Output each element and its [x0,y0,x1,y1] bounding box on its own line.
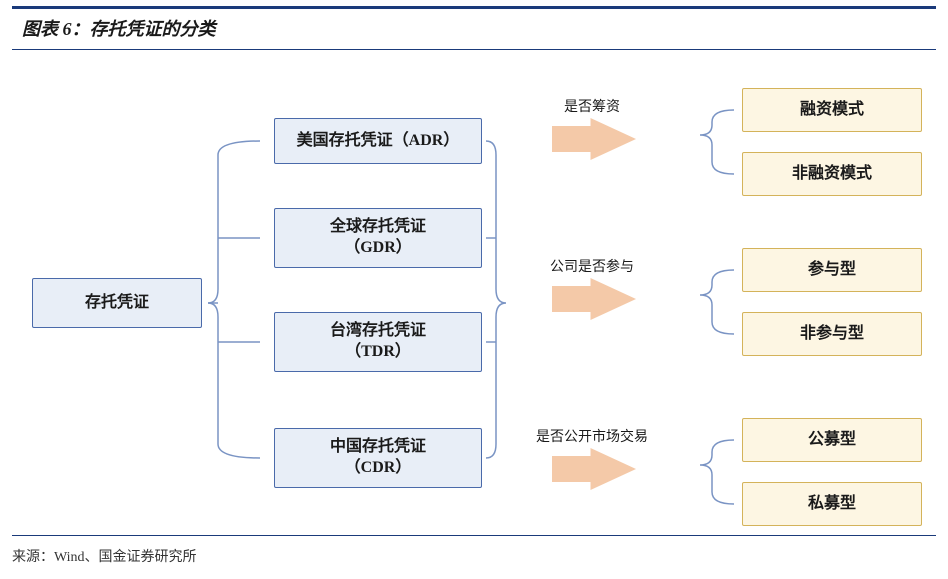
branch-label: 是否公开市场交易 [522,426,662,446]
diagram-node: 融资模式 [742,88,922,132]
chart-title-bar: 图表 6：存托凭证的分类 [12,6,936,50]
diagram-node: 美国存托凭证（ADR） [274,118,482,164]
diagram-node: 非参与型 [742,312,922,356]
branch-label: 是否筹资 [522,96,662,116]
diagram-node: 公募型 [742,418,922,462]
diagram-node: 参与型 [742,248,922,292]
diagram-node: 全球存托凭证 （GDR） [274,208,482,268]
diagram-node: 台湾存托凭证 （TDR） [274,312,482,372]
diagram-node: 私募型 [742,482,922,526]
fat-arrow-icon [552,276,642,322]
chart-title: 图表 6：存托凭证的分类 [22,15,926,41]
diagram-area: 存托凭证 美国存托凭证（ADR） 全球存托凭证 （GDR） 台湾存托凭证 （TDR） 中… [12,58,936,536]
fat-arrow-icon [552,116,642,162]
diagram-node: 中国存托凭证 （CDR） [274,428,482,488]
source-text: 来源：Wind、国金证券研究所 [12,546,936,566]
diagram-node: 非融资模式 [742,152,922,196]
fat-arrow-icon [552,446,642,492]
branch-label: 公司是否参与 [522,256,662,276]
diagram-node: 存托凭证 [32,278,202,328]
